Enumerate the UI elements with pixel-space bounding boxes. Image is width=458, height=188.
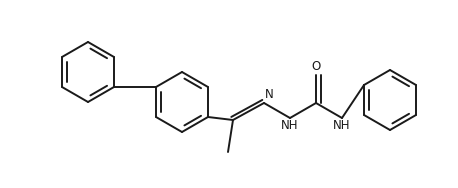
Text: NH: NH bbox=[281, 119, 299, 132]
Text: NH: NH bbox=[333, 119, 351, 132]
Text: N: N bbox=[265, 88, 274, 101]
Text: O: O bbox=[311, 60, 321, 73]
